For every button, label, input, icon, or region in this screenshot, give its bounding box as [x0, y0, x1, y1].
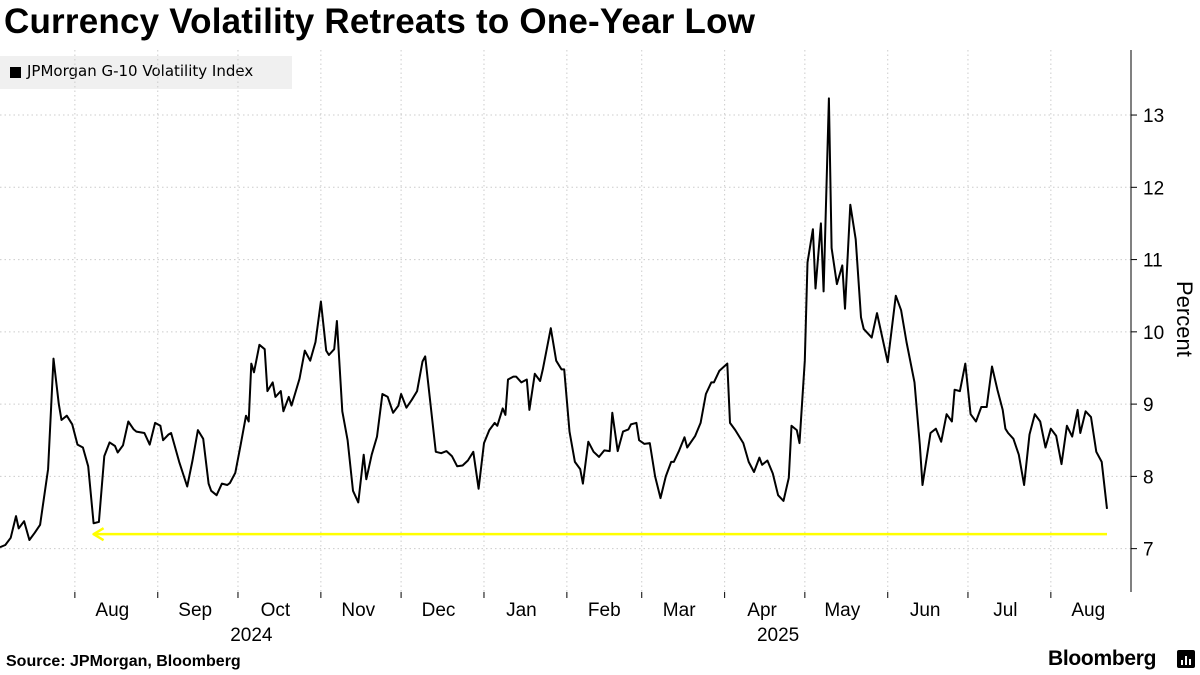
- x-axis: Aug Sep Oct Nov Dec Jan Feb Mar Apr May Jun Jul Aug 2…: [74, 592, 1105, 646]
- legend-label: JPMorgan G-10 Volatility Index: [27, 62, 254, 80]
- x-tick-label: Aug: [1071, 600, 1105, 621]
- x-tick-label: Mar: [663, 600, 696, 621]
- y-axis-label: Percent: [1172, 281, 1197, 357]
- legend: JPMorgan G-10 Volatility Index: [0, 56, 292, 89]
- x-tick-label: Jun: [910, 600, 941, 621]
- legend-swatch: [10, 67, 21, 78]
- y-axis: 7 8 9 10 11 12 13 Percent: [1130, 50, 1197, 592]
- x-tick-label: Nov: [341, 600, 375, 621]
- annotation-layer: [92, 527, 1107, 542]
- x-tick-label: Apr: [747, 600, 777, 621]
- x-tick-label: Jul: [993, 600, 1017, 621]
- brand-logo-text: Bloomberg: [1048, 647, 1157, 670]
- series-line: [0, 97, 1108, 549]
- y-tick-label: 12: [1143, 178, 1164, 199]
- series-layer: [0, 97, 1108, 549]
- y-tick-label: 10: [1143, 323, 1164, 344]
- x-tick-label: May: [824, 600, 860, 621]
- x-year-label: 2025: [757, 625, 799, 646]
- x-tick-label: Oct: [261, 600, 291, 621]
- y-tick-label: 11: [1143, 251, 1163, 272]
- x-year-label: 2024: [230, 625, 273, 646]
- x-tick-label: Feb: [588, 600, 621, 621]
- y-tick-label: 13: [1143, 106, 1164, 127]
- x-tick-label: Dec: [422, 600, 456, 621]
- source-note: Source: JPMorgan, Bloomberg: [6, 653, 241, 670]
- y-tick-label: 8: [1143, 467, 1154, 488]
- chart-title: Currency Volatility Retreats to One-Year…: [4, 2, 756, 41]
- x-tick-label: Sep: [178, 600, 212, 621]
- bloomberg-chart-icon: [1177, 650, 1195, 668]
- gridlines: [0, 50, 1131, 592]
- x-tick-label: Jan: [506, 600, 537, 621]
- y-tick-label: 9: [1143, 395, 1154, 416]
- x-tick-label: Aug: [95, 600, 129, 621]
- annotation-arrow-head: [92, 527, 105, 542]
- y-tick-label: 7: [1143, 540, 1154, 561]
